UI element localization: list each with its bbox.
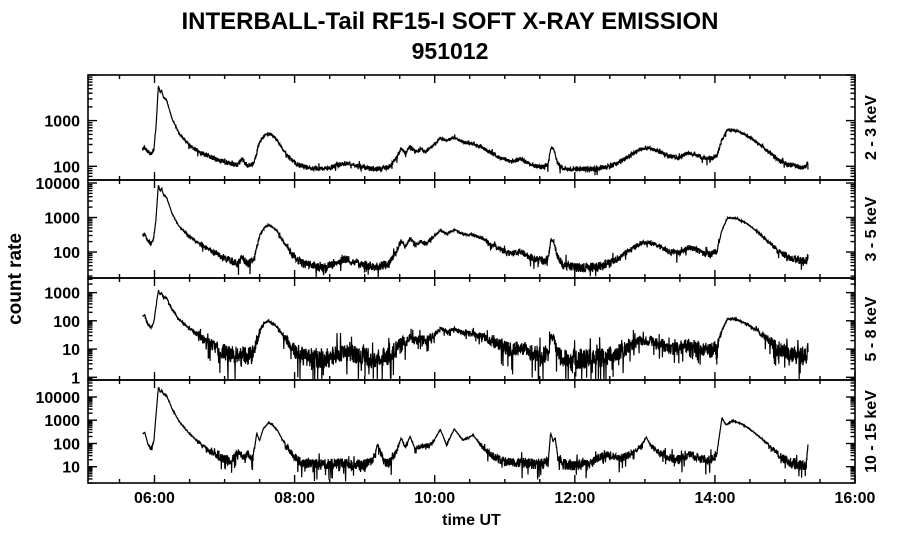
band-label-2-3keV: 2 - 3 keV xyxy=(863,95,880,160)
chart-title: INTERBALL-Tail RF15-I SOFT X-RAY EMISSIO… xyxy=(181,8,719,35)
x-tick-label: 12:00 xyxy=(554,490,595,507)
x-tick-label: 08:00 xyxy=(274,490,315,507)
y-tick-label: 100 xyxy=(53,437,80,454)
panel-10-15keV: 10000 1000 100 10 10 - 15 keV xyxy=(36,379,880,484)
y-tick-label: 1000 xyxy=(44,286,80,303)
y-tick-label: 1000 xyxy=(44,413,80,430)
x-axis-title: time UT xyxy=(442,512,501,529)
series-line-10-15keV xyxy=(142,386,809,482)
series-line-3-5keV xyxy=(142,184,809,278)
series-line-2-3keV xyxy=(142,85,809,176)
y-tick-label: 1 xyxy=(71,370,80,387)
band-label-5-8keV: 5 - 8 keV xyxy=(863,296,880,361)
x-tick-label: 14:00 xyxy=(694,490,735,507)
chart-subtitle: 951012 xyxy=(411,38,489,64)
y-tick-label: 10000 xyxy=(36,390,81,407)
x-tick-label: 06:00 xyxy=(134,490,175,507)
y-tick-label: 1000 xyxy=(44,211,80,228)
y-tick-label: 10 xyxy=(62,460,80,477)
panel-frame xyxy=(87,74,856,181)
x-tick-label: 16:00 xyxy=(835,490,876,507)
y-tick-label: 100 xyxy=(53,245,80,262)
series-line-5-8keV xyxy=(142,289,809,381)
band-label-10-15keV: 10 - 15 keV xyxy=(863,390,880,473)
y-tick-label: 100 xyxy=(53,159,80,176)
y-tick-label: 10 xyxy=(62,342,80,359)
y-tick-label: 10000 xyxy=(36,176,81,193)
x-tick-label: 10:00 xyxy=(414,490,455,507)
panel-frame xyxy=(87,179,856,279)
panel-3-5keV: 10000 1000 100 3 - 5 keV xyxy=(36,176,880,279)
panel-frame xyxy=(87,379,856,484)
y-tick-label: 100 xyxy=(53,314,80,331)
panel-frame xyxy=(87,277,856,381)
band-label-3-5keV: 3 - 5 keV xyxy=(863,196,880,261)
panel-2-3keV: 1000 100 2 - 3 keV xyxy=(44,74,880,181)
panel-5-8keV: 1000 100 10 1 5 - 8 keV xyxy=(44,277,880,387)
y-tick-label: 1000 xyxy=(44,114,80,131)
